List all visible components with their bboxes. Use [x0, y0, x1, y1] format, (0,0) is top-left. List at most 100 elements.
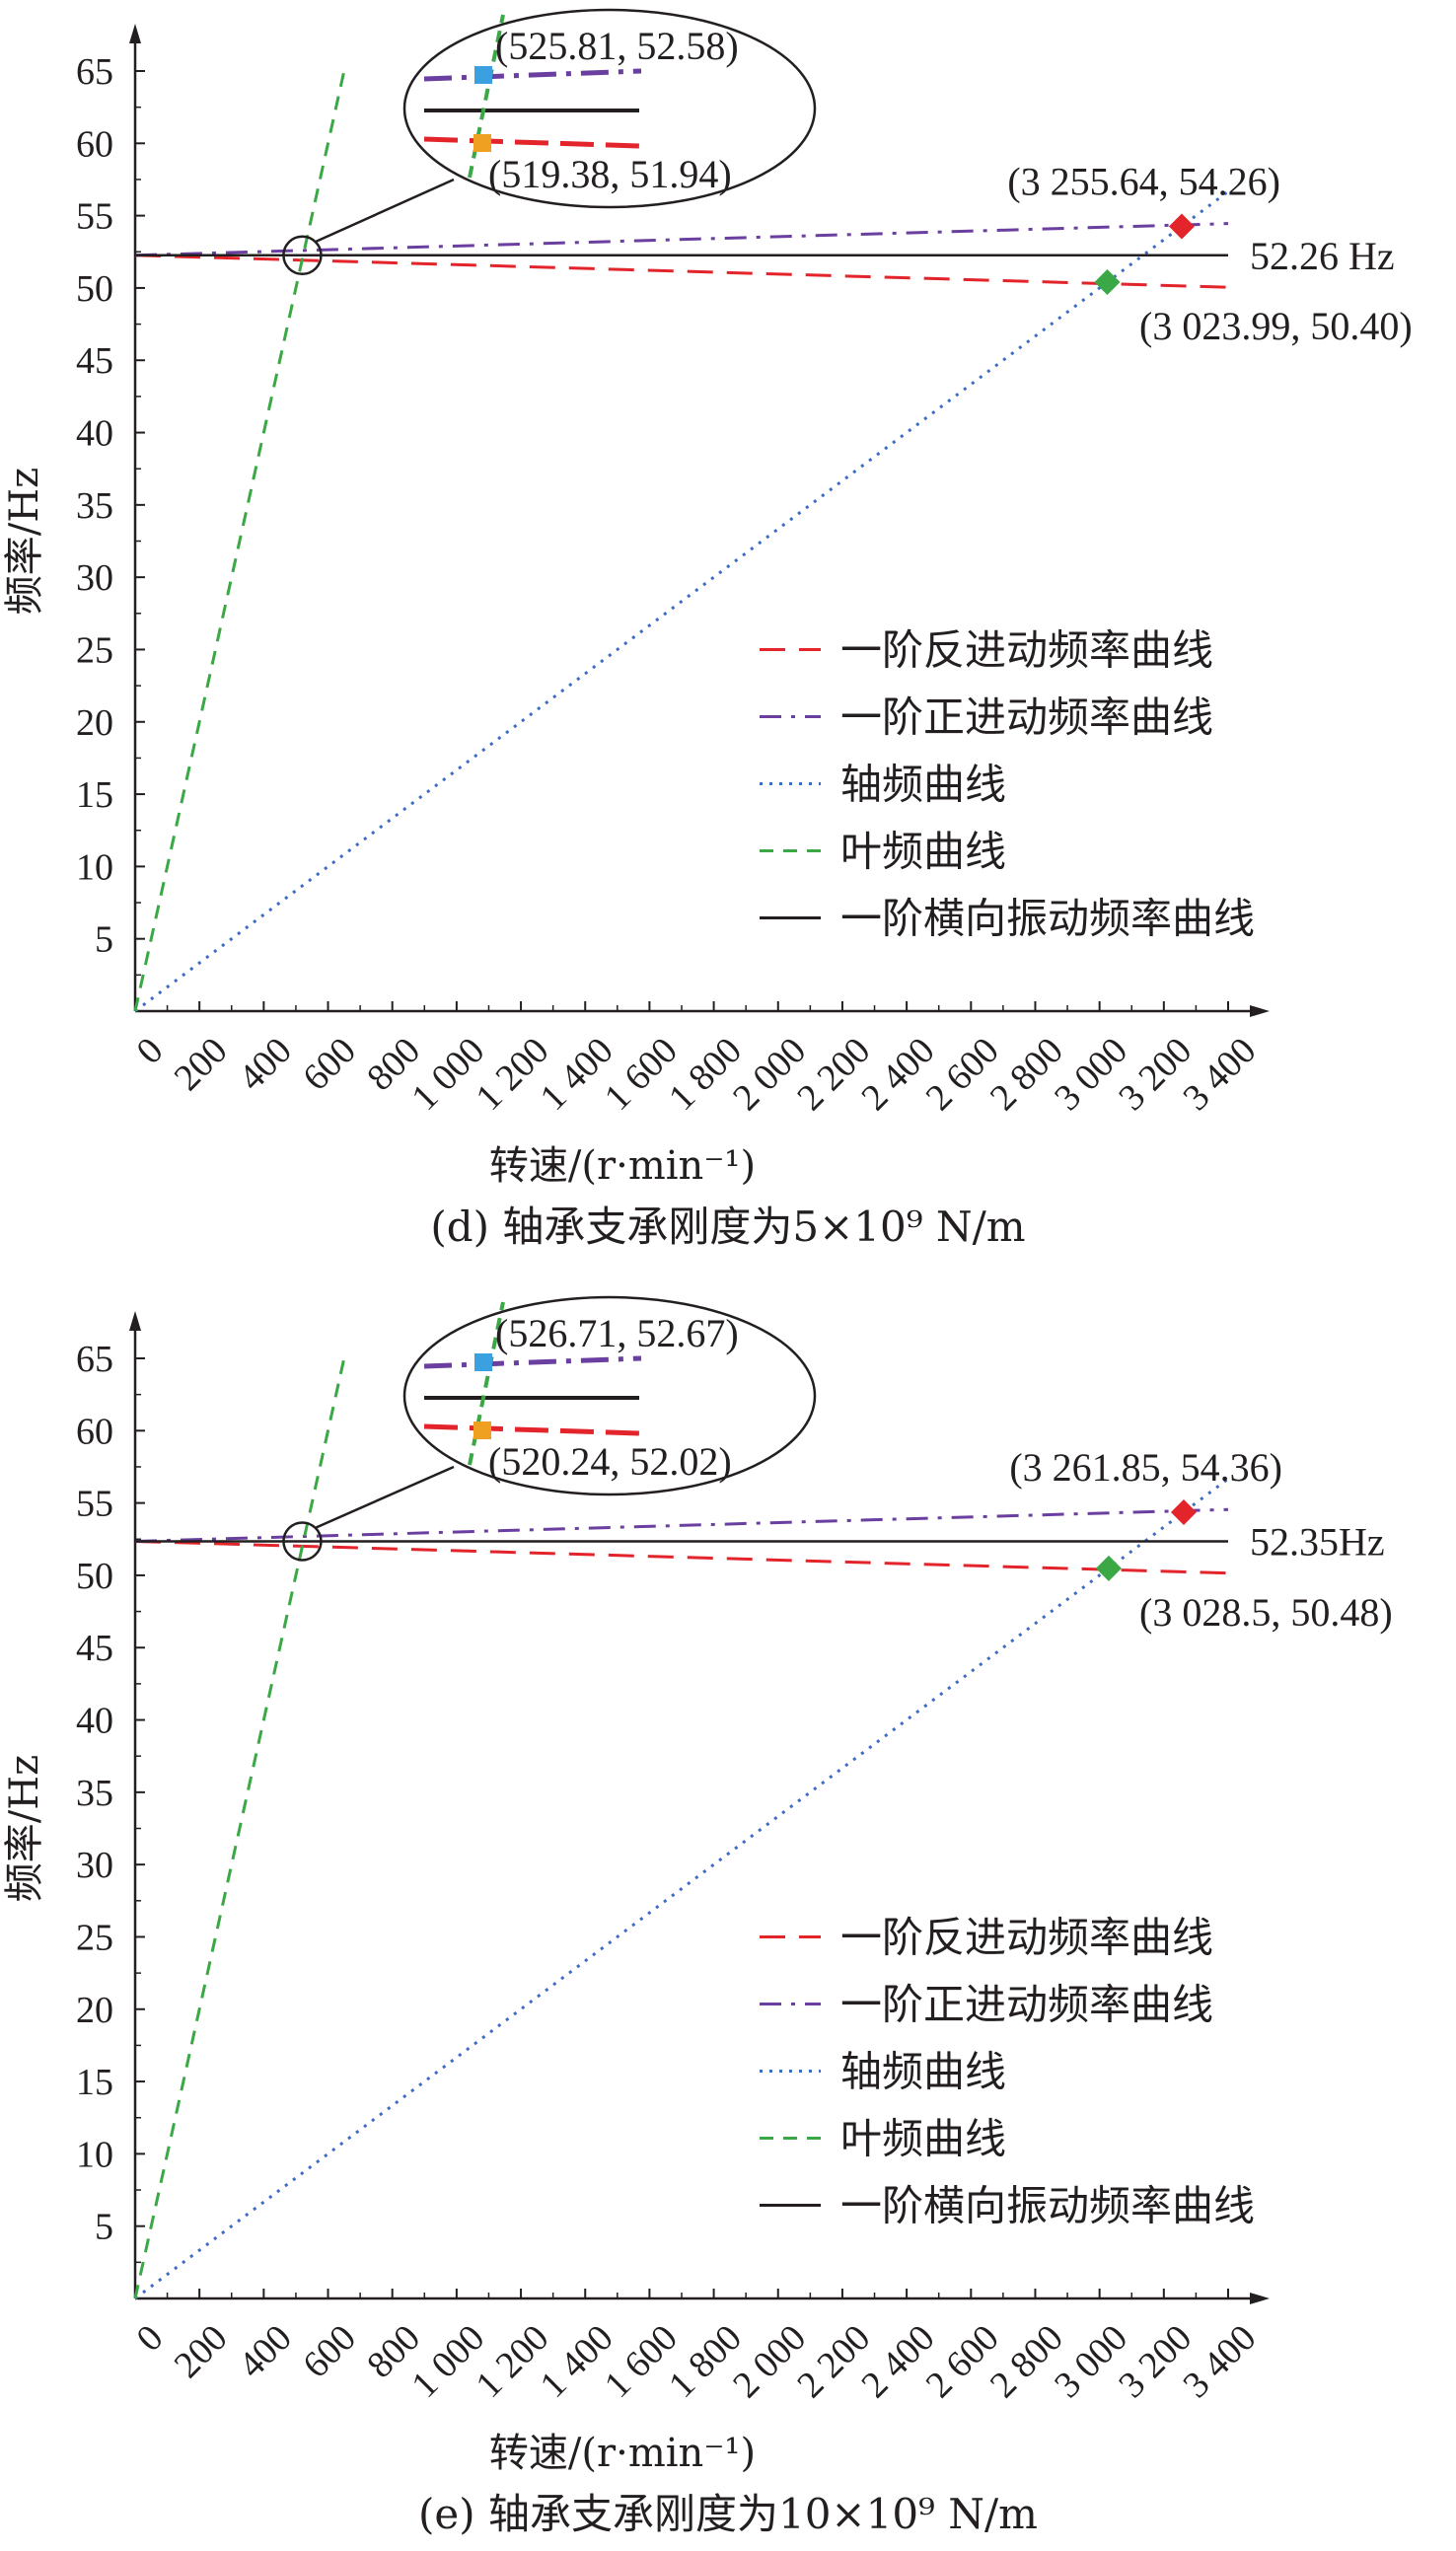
- y-tick-label: 50: [76, 268, 113, 310]
- chart-panel-e: 510152025303540455055606502004006008001 …: [2, 1295, 1393, 2538]
- x-tick-label: 2 400: [853, 2317, 942, 2406]
- inset-marker: [473, 134, 491, 152]
- legend-label: 轴频曲线: [840, 760, 1006, 808]
- y-tick-label: 65: [76, 1339, 113, 1380]
- x-tick-label: 600: [295, 2317, 364, 2386]
- legend-label: 叶频曲线: [840, 2114, 1006, 2162]
- y-tick-label: 35: [76, 485, 113, 527]
- legend-label: 一阶反进动频率曲线: [840, 625, 1213, 674]
- x-tick-label: 200: [167, 1030, 236, 1099]
- x-tick-label: 3 200: [1111, 2317, 1200, 2406]
- inset-marker: [474, 1353, 492, 1371]
- y-tick-label: 30: [76, 557, 113, 599]
- x-tick-label: 1 200: [468, 1030, 556, 1119]
- x-tick-label: 3 400: [1175, 1030, 1264, 1119]
- x-tick-label: 1 800: [661, 1030, 750, 1119]
- series-line-0: [134, 254, 1229, 289]
- y-tick-label: 25: [76, 629, 113, 671]
- y-axis-arrow: [129, 1311, 141, 1331]
- x-tick-label: 1 800: [661, 2317, 750, 2406]
- x-tick-label: 400: [231, 2317, 300, 2386]
- x-tick-label: 3 200: [1111, 1030, 1200, 1119]
- inset-marker: [473, 1421, 491, 1439]
- x-tick-label: 200: [167, 2317, 236, 2386]
- inset-point-label: (525.81, 52.58): [495, 24, 739, 68]
- intersection-marker: [1168, 213, 1195, 240]
- x-tick-label: 2 800: [983, 1030, 1071, 1119]
- inset-marker: [474, 66, 492, 84]
- x-tick-label: 2 400: [853, 1030, 942, 1119]
- y-tick-label: 40: [76, 1701, 113, 1742]
- x-axis-arrow: [1250, 1005, 1270, 1017]
- y-tick-label: 10: [76, 846, 113, 888]
- point-label: (3 255.64, 54.26): [1007, 159, 1280, 203]
- series-line-3: [133, 1357, 346, 2299]
- x-tick-label: 3 000: [1047, 1030, 1135, 1119]
- series-line-1: [134, 222, 1229, 257]
- legend-label: 一阶横向振动频率曲线: [840, 894, 1255, 942]
- x-tick-label: 2 000: [725, 1030, 814, 1119]
- frequency-label: 52.35Hz: [1250, 1519, 1385, 1564]
- zoom-circle: [282, 235, 323, 276]
- series-line-1: [134, 1507, 1229, 1543]
- legend-label: 一阶正进动频率曲线: [840, 692, 1213, 741]
- x-tick-label: 3 400: [1175, 2317, 1264, 2406]
- y-tick-label: 60: [76, 1411, 113, 1452]
- legend-label: 一阶正进动频率曲线: [840, 1980, 1213, 2028]
- intersection-marker: [1170, 1498, 1197, 1525]
- y-axis-arrow: [129, 24, 141, 43]
- y-tick-label: 60: [76, 123, 113, 165]
- y-tick-label: 20: [76, 1990, 113, 2031]
- point-label: (3 023.99, 50.40): [1139, 304, 1413, 348]
- inset-point-label: (526.71, 52.67): [495, 1311, 739, 1355]
- x-tick-label: 2 200: [789, 1030, 878, 1119]
- series-line-3: [133, 70, 346, 1012]
- inset-backward-line: [423, 136, 640, 149]
- y-tick-label: 40: [76, 413, 113, 455]
- y-tick-label: 5: [95, 919, 113, 961]
- x-tick-label: 2 200: [789, 2317, 878, 2406]
- chart-panel-d: 510152025303540455055606502004006008001 …: [2, 8, 1413, 1251]
- y-tick-label: 15: [76, 774, 113, 816]
- inset-forward-line: [423, 68, 642, 82]
- zoom-connector: [315, 1465, 455, 1529]
- series-line-0: [134, 1539, 1229, 1575]
- zoom-circle: [282, 1521, 323, 1562]
- panel-caption: (e) 轴承支承刚度为10×10⁹ N/m: [418, 2490, 1038, 2538]
- x-tick-label: 1 200: [468, 2317, 556, 2406]
- x-tick-label: 1 600: [597, 2317, 686, 2406]
- intersection-marker: [1095, 1555, 1122, 1581]
- x-axis-arrow: [1250, 2293, 1270, 2304]
- intersection-marker: [1094, 269, 1121, 296]
- x-tick-label: 2 600: [918, 1030, 1007, 1119]
- legend-label: 叶频曲线: [840, 827, 1006, 875]
- point-label: (3 261.85, 54.36): [1009, 1445, 1282, 1490]
- inset-point-label: (519.38, 51.94): [488, 152, 732, 196]
- x-tick-label: 2 600: [918, 2317, 1007, 2406]
- point-label: (3 028.5, 50.48): [1139, 1590, 1393, 1635]
- y-tick-label: 45: [76, 340, 113, 382]
- y-tick-label: 5: [95, 2207, 113, 2248]
- x-tick-label: 1 400: [533, 2317, 621, 2406]
- inset-forward-line: [423, 1355, 642, 1369]
- x-tick-label: 1 000: [403, 1030, 492, 1119]
- x-axis-label: 转速/(r·min⁻¹): [489, 1143, 756, 1189]
- frequency-label: 52.26 Hz: [1250, 234, 1395, 278]
- y-tick-label: 15: [76, 2062, 113, 2103]
- x-tick-label: 1 400: [533, 1030, 621, 1119]
- y-tick-label: 35: [76, 1773, 113, 1814]
- zoom-connector: [315, 178, 455, 243]
- y-tick-label: 55: [76, 1484, 113, 1525]
- inset-point-label: (520.24, 52.02): [488, 1439, 732, 1484]
- y-tick-label: 10: [76, 2134, 113, 2175]
- x-tick-label: 400: [231, 1030, 300, 1099]
- series-line-2: [134, 189, 1229, 1013]
- x-axis-label: 转速/(r·min⁻¹): [489, 2431, 756, 2476]
- y-tick-label: 20: [76, 702, 113, 744]
- series-line-2: [134, 1477, 1229, 2300]
- x-tick-label: 2 000: [725, 2317, 814, 2406]
- x-tick-label: 0: [128, 2317, 171, 2360]
- x-tick-label: 3 000: [1047, 2317, 1135, 2406]
- x-tick-label: 0: [128, 1030, 171, 1072]
